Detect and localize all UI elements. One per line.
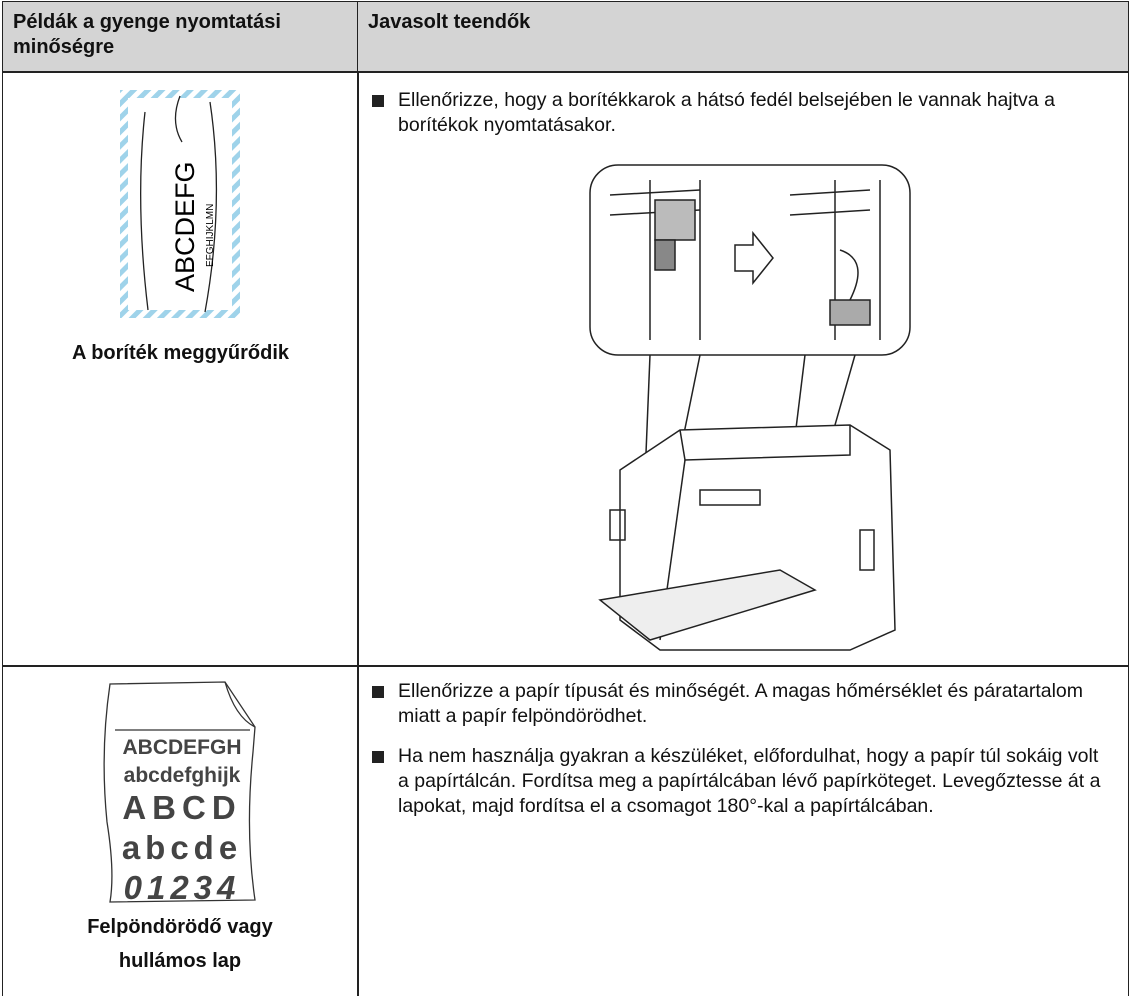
cell	[357, 71, 1129, 667]
action-text: Ellenőrizze, hogy a borítékkarok a hátsó…	[372, 88, 1103, 138]
paper-illustration: ABCDEFGH abcdefghijk ABCD abcde 01234	[103, 681, 256, 906]
header-text: Javasolt teendők	[368, 11, 531, 33]
envelope-illustration: ABCDEFG EFGHIJKLMN	[120, 90, 240, 318]
image-text: ABCD	[122, 789, 241, 826]
header-cell: Javasolt teendők	[357, 1, 1129, 73]
header-cell: Példák a gyenge nyomtatási minőségre	[2, 1, 359, 73]
cell	[2, 665, 359, 996]
image-text: abcdefghijk	[124, 764, 241, 787]
image-text: ABCDEFGH	[123, 736, 242, 759]
header-text: Példák a gyenge nyomtatási minőségre	[13, 11, 281, 58]
image-text: ABCDEFG	[170, 161, 200, 292]
caption: Felpöndörödő vagy hullámos lap	[87, 916, 273, 972]
printer-illustration	[589, 164, 911, 651]
cell	[2, 71, 359, 667]
action-text: Ha nem használja gyakran a készüléket, e…	[372, 744, 1103, 819]
image-text: 01234	[124, 869, 241, 906]
image-text: abcde	[122, 829, 242, 866]
cell	[357, 665, 1129, 996]
image-text: EFGHIJKLMN	[205, 204, 216, 267]
caption: A boríték meggyűrődik	[71, 342, 290, 364]
action-text: Ellenőrizze a papír típusát és minőségét…	[372, 679, 1103, 729]
